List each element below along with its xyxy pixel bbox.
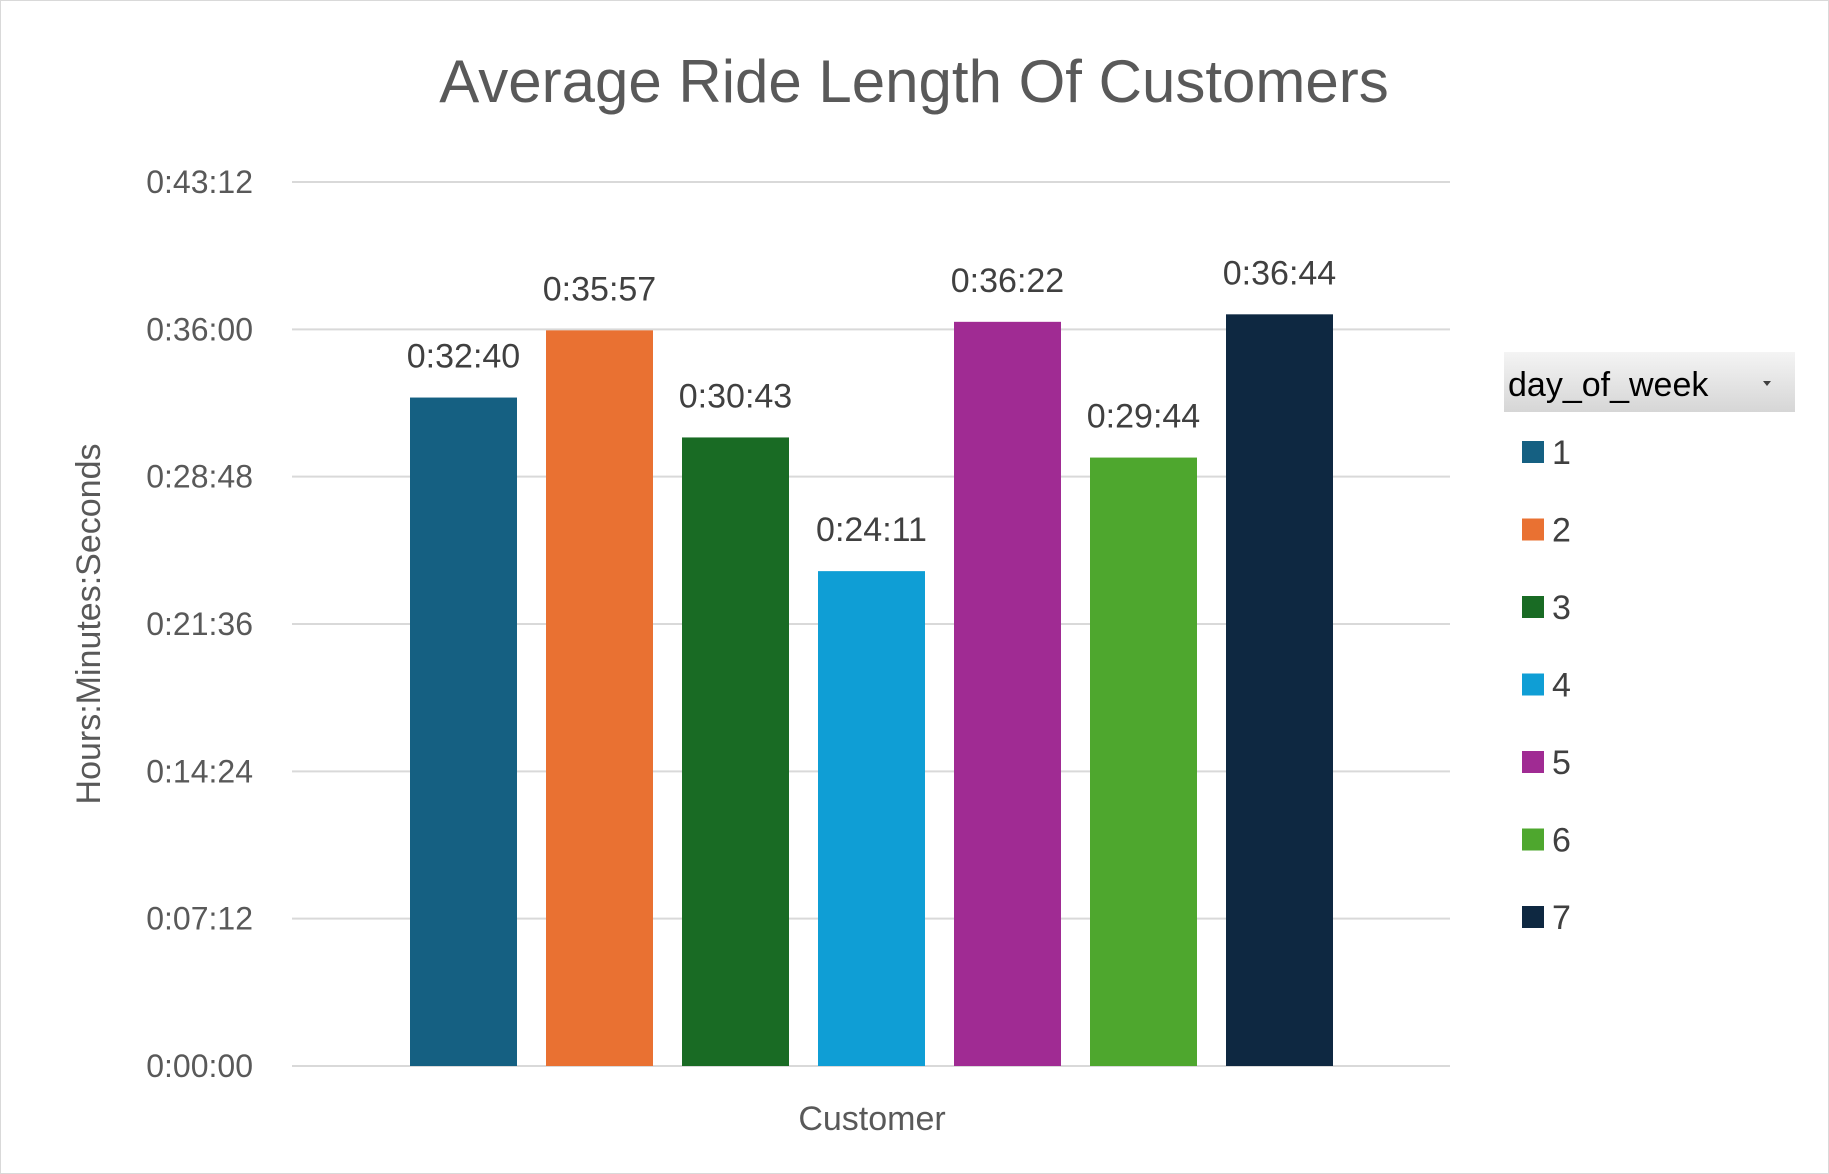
legend: 1 2 3 4 5 6 7 <box>1522 434 1571 937</box>
bar-day-5 <box>954 321 1061 1066</box>
y-tick-label: 0:00:00 <box>146 1048 253 1084</box>
y-tick-label: 0:07:12 <box>146 901 253 937</box>
legend-label: 1 <box>1552 434 1571 472</box>
bar-day-1 <box>410 397 517 1066</box>
bar-day-2 <box>546 330 653 1067</box>
legend-swatch <box>1522 673 1544 696</box>
legend-label: 7 <box>1552 899 1571 937</box>
chart-title: Average Ride Length Of Customers <box>439 48 1388 115</box>
y-tick-label: 0:36:00 <box>146 311 253 347</box>
data-label-day-6: 0:29:44 <box>1087 398 1200 436</box>
legend-item-5: 5 <box>1522 744 1571 782</box>
legend-label: 2 <box>1552 512 1571 550</box>
legend-field-button-background <box>1504 352 1795 412</box>
bar-day-6 <box>1090 457 1197 1067</box>
legend-swatch <box>1522 596 1544 618</box>
legend-item-1: 1 <box>1522 434 1571 472</box>
data-label-day-7: 0:36:44 <box>1223 254 1336 292</box>
data-label-day-4: 0:24:11 <box>816 511 927 549</box>
legend-item-4: 4 <box>1522 667 1571 705</box>
legend-swatch <box>1522 441 1544 463</box>
bars <box>410 314 1333 1067</box>
y-tick-label: 0:14:24 <box>146 753 253 789</box>
y-tick-label: 0:21:36 <box>146 606 253 642</box>
legend-label: 6 <box>1552 822 1571 860</box>
y-tick-label: 0:43:12 <box>146 164 253 200</box>
y-tick-label: 0:28:48 <box>146 459 253 495</box>
legend-item-3: 3 <box>1522 589 1571 627</box>
data-label-day-1: 0:32:40 <box>407 338 520 376</box>
legend-title: day_of_week <box>1508 366 1709 404</box>
x-axis-title: Customer <box>798 1100 945 1138</box>
data-label-day-5: 0:36:22 <box>951 262 1064 300</box>
data-label-day-3: 0:30:43 <box>679 377 792 415</box>
legend-field-button[interactable]: day_of_week <box>1504 352 1795 412</box>
bar-day-4 <box>818 571 925 1066</box>
legend-swatch <box>1522 906 1544 928</box>
data-labels: 0:32:40 0:35:57 0:30:43 0:24:11 0:36:22 0:29:… <box>407 254 1336 549</box>
legend-label: 4 <box>1552 667 1571 705</box>
legend-item-7: 7 <box>1522 899 1571 937</box>
legend-swatch <box>1522 518 1544 541</box>
dropdown-arrow-icon[interactable] <box>1763 381 1771 386</box>
legend-label: 5 <box>1552 744 1571 782</box>
y-axis-title: Hours:Minutes:Seconds <box>70 444 108 805</box>
data-label-day-2: 0:35:57 <box>543 270 656 308</box>
legend-swatch <box>1522 828 1544 851</box>
y-axis-tick-labels: 0:00:00 0:07:12 0:14:24 0:21:36 0:28:48 0:36:… <box>146 164 253 1084</box>
legend-label: 3 <box>1552 589 1571 627</box>
bar-day-7 <box>1226 314 1333 1066</box>
legend-swatch <box>1522 751 1544 773</box>
bar-day-3 <box>682 437 789 1066</box>
legend-item-6: 6 <box>1522 822 1571 860</box>
legend-item-2: 2 <box>1522 512 1571 550</box>
